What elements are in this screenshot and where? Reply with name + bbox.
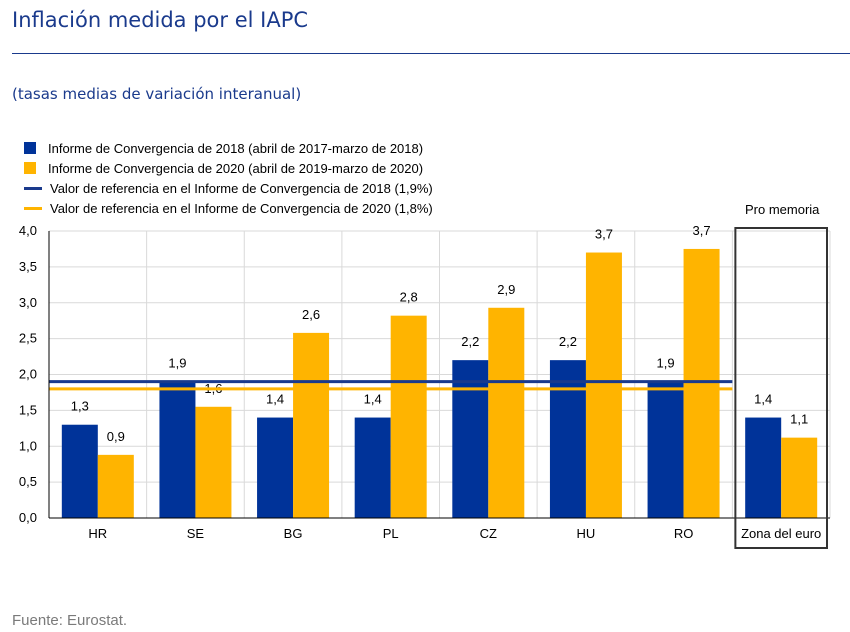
bar-2018 xyxy=(745,417,782,518)
legend-item-ref-2018: Valor de referencia en el Informe de Con… xyxy=(24,178,433,198)
data-label: 1,9 xyxy=(657,356,675,371)
bar-2020 xyxy=(97,454,134,518)
data-label: 1,4 xyxy=(754,392,772,407)
data-label: 2,2 xyxy=(461,334,479,349)
bar-2018 xyxy=(549,360,586,518)
data-label: 1,4 xyxy=(266,392,284,407)
x-tick-label: SE xyxy=(187,526,205,541)
data-label: 1,4 xyxy=(364,392,382,407)
memo-highlight-box xyxy=(734,227,828,549)
y-tick-label: 3,5 xyxy=(19,259,37,274)
data-label: 2,9 xyxy=(497,282,515,297)
data-label: 3,7 xyxy=(693,223,711,238)
title-divider xyxy=(12,53,850,54)
legend-label-2018: Informe de Convergencia de 2018 (abril d… xyxy=(48,140,424,156)
y-tick-label: 0,0 xyxy=(19,510,37,525)
bar-chart: 0,0 0,5 1,0 1,5 2,0 2,5 3,0 3,5 4,0 1,3 0,9 HR 1,9 1,… xyxy=(19,223,831,549)
bar-2020 xyxy=(390,315,427,518)
legend-item-2018: Informe de Convergencia de 2018 (abril d… xyxy=(24,138,433,158)
x-tick-label: RO xyxy=(674,526,694,541)
legend-item-ref-2020: Valor de referencia en el Informe de Con… xyxy=(24,198,433,218)
data-label: 1,1 xyxy=(790,412,808,427)
y-tick-label: 1,0 xyxy=(19,438,37,453)
bar-2020 xyxy=(293,332,330,518)
legend-line-ref-2018 xyxy=(24,186,42,190)
data-label: 2,6 xyxy=(302,307,320,322)
data-label: 0,9 xyxy=(107,429,125,444)
y-tick-label: 3,0 xyxy=(19,295,37,310)
legend-swatch-2020 xyxy=(24,162,36,174)
data-label: 2,2 xyxy=(559,334,577,349)
legend-item-2020: Informe de Convergencia de 2020 (abril d… xyxy=(24,158,433,178)
y-tick-label: 1,5 xyxy=(19,402,37,417)
x-tick-label: Zona del euro xyxy=(741,526,821,541)
bar-2018 xyxy=(159,381,196,518)
x-tick-label: BG xyxy=(284,526,303,541)
x-tick-label: CZ xyxy=(480,526,497,541)
bar-2020 xyxy=(488,307,525,518)
bar-2018 xyxy=(257,417,294,518)
y-tick-label: 0,5 xyxy=(19,474,37,489)
legend-label-ref-2018: Valor de referencia en el Informe de Con… xyxy=(50,180,433,196)
y-tick-label: 4,0 xyxy=(19,223,37,238)
chart-title: Inflación medida por el IAPC xyxy=(12,8,309,32)
y-tick-label: 2,5 xyxy=(19,331,37,346)
legend-line-ref-2020 xyxy=(24,206,42,210)
x-tick-label: PL xyxy=(383,526,399,541)
x-tick-label: HU xyxy=(577,526,596,541)
data-label: 3,7 xyxy=(595,227,613,242)
bar-2020 xyxy=(683,248,720,518)
bar-2020 xyxy=(781,437,818,518)
legend-swatch-2018 xyxy=(24,142,36,154)
legend: Informe de Convergencia de 2018 (abril d… xyxy=(24,138,433,218)
memo-label: Pro memoria xyxy=(745,202,820,217)
source-note: Fuente: Eurostat. xyxy=(12,612,128,629)
bar-2018 xyxy=(354,417,391,518)
legend-label-ref-2020: Valor de referencia en el Informe de Con… xyxy=(50,200,433,216)
bar-2020 xyxy=(585,252,622,518)
data-label: 1,9 xyxy=(168,356,186,371)
chart-subtitle: (tasas medias de variación interanual) xyxy=(12,85,302,103)
x-tick-label: HR xyxy=(88,526,107,541)
bar-2018 xyxy=(61,424,98,518)
legend-label-2020: Informe de Convergencia de 2020 (abril d… xyxy=(48,160,424,176)
data-label: 2,8 xyxy=(400,290,418,305)
y-tick-label: 2,0 xyxy=(19,367,37,382)
bar-2018 xyxy=(452,360,489,518)
data-label: 1,3 xyxy=(71,399,89,414)
bar-2020 xyxy=(195,406,232,518)
bar-2018 xyxy=(647,381,684,518)
